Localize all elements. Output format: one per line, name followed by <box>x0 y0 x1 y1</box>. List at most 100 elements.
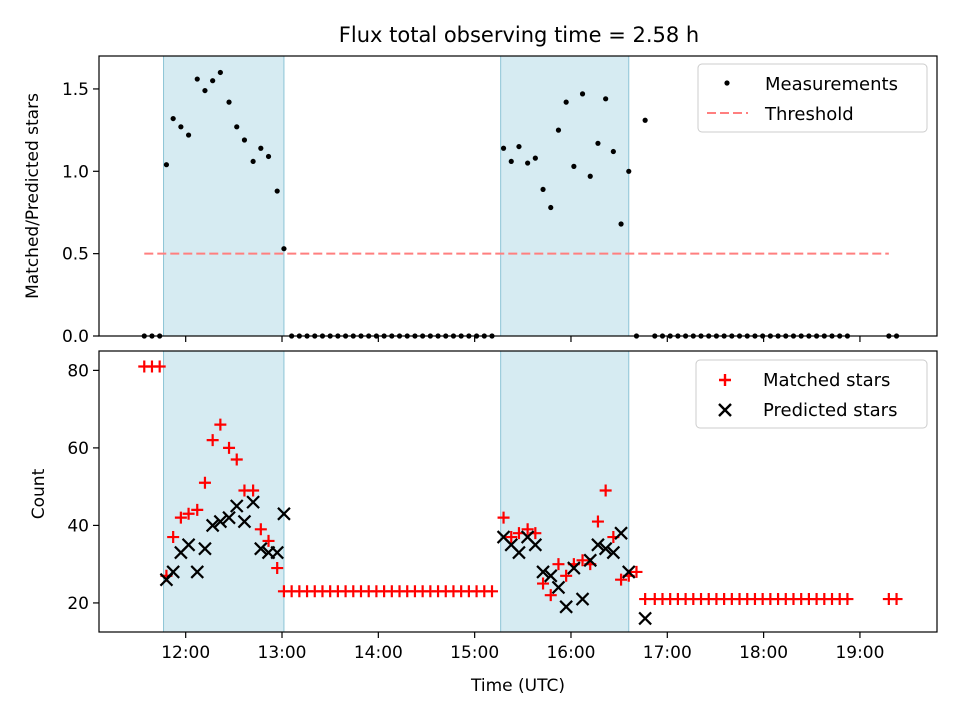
matched-point <box>615 573 628 586</box>
predicted-point <box>190 565 205 579</box>
shaded-interval <box>500 55 630 337</box>
bottom-legend-box <box>695 359 928 429</box>
matched-point <box>191 503 204 516</box>
bottom-y-axis: 20 40 60 80 <box>67 361 99 614</box>
measurement-point <box>274 188 280 194</box>
y-tick-label: 0.0 <box>62 327 89 347</box>
x-tick-label: 16:00 <box>546 643 595 663</box>
measurement-point <box>226 99 232 105</box>
bottom-y-label: Count <box>29 468 49 519</box>
matched-point <box>214 418 227 431</box>
x-tick-label: 14:00 <box>354 643 403 663</box>
bottom-x-axis: 12:00 13:00 14:00 15:00 16:00 17:00 18:00 19:00 <box>161 632 884 663</box>
predicted-point <box>536 565 550 579</box>
measurement-point <box>178 124 184 130</box>
matched-point <box>552 558 565 571</box>
y-tick-label: 0.5 <box>62 245 89 265</box>
matched-point <box>560 569 573 582</box>
shaded-interval <box>163 55 285 337</box>
predicted-point <box>512 545 526 560</box>
measurement-point <box>548 204 554 211</box>
predicted-point <box>270 545 284 560</box>
x-tick-label: 18:00 <box>739 643 788 663</box>
matched-point <box>521 523 534 536</box>
bottom-shaded-intervals <box>163 350 630 633</box>
chart-title: Flux total observing time = 2.58 h <box>339 23 699 47</box>
measurement-point <box>170 115 176 122</box>
measurement-point <box>540 186 546 193</box>
x-tick-label: 13:00 <box>258 643 307 663</box>
legend-label-measurements: Measurements <box>765 74 898 95</box>
predicted-point <box>229 499 244 513</box>
predicted-point <box>583 553 598 568</box>
measurement-point <box>194 76 200 82</box>
predicted-point <box>205 518 220 533</box>
predicted-point <box>254 541 268 556</box>
measurement-point <box>185 132 192 138</box>
matched-point <box>230 453 243 466</box>
matched-point <box>591 515 604 528</box>
y-tick-label: 80 <box>67 361 89 381</box>
matched-point <box>630 565 643 578</box>
measurement-point <box>163 162 170 168</box>
measurement-point <box>508 158 514 165</box>
bottom-x-label: Time (UTC) <box>470 676 565 696</box>
legend-label-matched: Matched stars <box>763 370 890 391</box>
predicted-point <box>575 592 590 606</box>
measurement-point <box>532 155 538 161</box>
measurement-point <box>579 91 586 97</box>
measurement-point <box>626 168 632 174</box>
y-tick-label: 1.0 <box>62 162 89 182</box>
matched-point <box>254 523 267 536</box>
matched-point <box>271 562 284 575</box>
x-tick-label: 19:00 <box>835 643 884 663</box>
predicted-point <box>638 611 652 626</box>
measurement-point <box>500 145 507 151</box>
legend-label-threshold: Threshold <box>764 104 854 125</box>
top-y-label: Matched/Predicted stars <box>23 93 43 299</box>
predicted-point <box>614 526 628 540</box>
predicted-point <box>198 541 212 556</box>
top-shaded-intervals <box>163 55 630 337</box>
legend-label-predicted: Predicted stars <box>763 400 897 421</box>
matched-point <box>890 593 903 606</box>
matched-point <box>537 577 550 590</box>
matched-point <box>505 531 518 544</box>
measurement-point <box>281 246 287 252</box>
matched-point <box>841 593 854 606</box>
measurement-point <box>217 69 223 76</box>
top-x-ticks <box>185 336 861 342</box>
matched-point <box>576 554 589 567</box>
measurement-point <box>241 137 248 143</box>
matched-point <box>247 484 260 497</box>
matched-point <box>599 484 612 497</box>
predicted-point <box>246 495 260 509</box>
predicted-point <box>181 538 196 552</box>
measurement-point <box>618 221 624 227</box>
top-legend-box <box>697 63 928 133</box>
y-tick-label: 20 <box>67 594 89 614</box>
bottom-legend: Matched stars Predicted stars <box>695 359 928 429</box>
predicted-point <box>621 565 636 579</box>
measurement-point <box>563 99 569 105</box>
matched-point <box>167 531 180 544</box>
legend-marker-measurements <box>724 80 730 86</box>
measurement-point <box>587 173 593 179</box>
matched-point <box>206 434 219 447</box>
measurement-point <box>642 117 648 123</box>
matched-point <box>485 585 498 598</box>
top-axes-frame <box>98 55 938 337</box>
measurement-point <box>202 87 208 94</box>
y-tick-label: 60 <box>67 439 89 459</box>
matched-points <box>138 360 903 606</box>
bottom-axes-frame <box>98 350 938 633</box>
predicted-point <box>213 514 228 529</box>
shaded-interval <box>163 350 285 633</box>
measurement-point <box>525 160 531 166</box>
measurement-point <box>516 143 522 150</box>
predicted-point <box>237 514 252 529</box>
top-y-axis: 0.0 0.5 1.0 1.5 <box>62 80 99 347</box>
measurement-point <box>265 153 272 160</box>
top-panel: 0.0 0.5 1.0 1.5 Matched/Predicted stars Mea… <box>23 55 938 347</box>
matched-point <box>182 507 195 520</box>
